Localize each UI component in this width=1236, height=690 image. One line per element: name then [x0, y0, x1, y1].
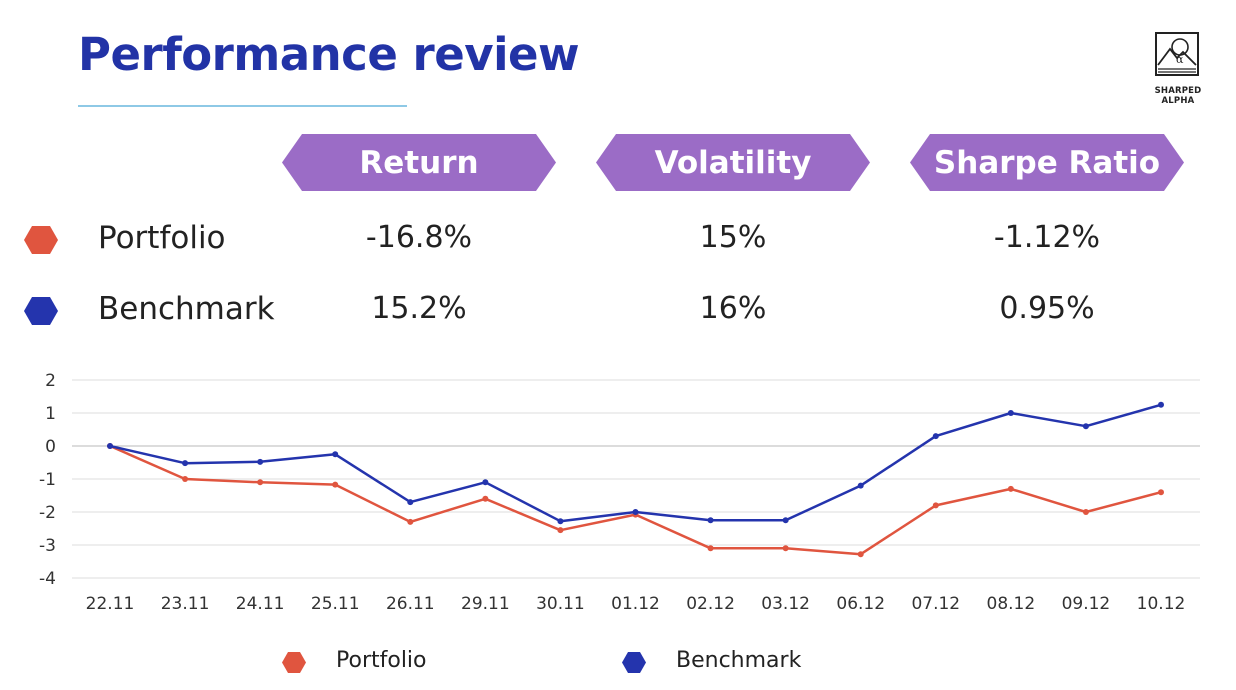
data-point-portfolio	[482, 495, 489, 502]
data-point-portfolio	[932, 502, 939, 509]
y-tick-label: -3	[39, 536, 56, 556]
x-tick-label: 25.11	[311, 594, 360, 614]
benchmark-marker-icon	[24, 297, 58, 325]
data-point-benchmark	[932, 433, 939, 440]
svg-text:α: α	[1176, 53, 1184, 66]
data-point-benchmark	[1007, 410, 1014, 416]
x-tick-label: 10.12	[1137, 594, 1186, 614]
x-tick-label: 07.12	[911, 594, 960, 614]
y-tick-label: 2	[45, 371, 56, 391]
data-point-benchmark	[107, 443, 113, 449]
data-point-portfolio	[707, 545, 714, 552]
benchmark-sharpe-ratio: 0.95%	[999, 291, 1095, 326]
y-tick-label: -2	[39, 503, 56, 523]
legend-benchmark: Benchmark	[622, 646, 882, 678]
sharped-alpha-logo: α SHARPED ALPHA	[1138, 30, 1218, 106]
x-tick-label: 02.12	[686, 594, 735, 614]
data-point-benchmark	[707, 517, 714, 524]
x-tick-label: 24.11	[236, 594, 285, 614]
data-point-portfolio	[857, 551, 864, 558]
legend-portfolio: Portfolio	[282, 646, 542, 678]
series-line-benchmark	[109, 403, 1162, 523]
x-tick-label: 26.11	[386, 594, 435, 614]
data-point-benchmark	[782, 517, 789, 524]
y-tick-label: 1	[45, 404, 56, 424]
legend-portfolio-marker-icon	[282, 652, 306, 673]
page-title: Performance review	[78, 28, 580, 81]
data-point-portfolio	[1158, 489, 1164, 496]
legend-benchmark-marker-icon	[622, 652, 646, 673]
data-point-benchmark	[182, 460, 189, 467]
portfolio-volatility: 15%	[699, 220, 767, 255]
x-tick-label: 23.11	[161, 594, 210, 614]
x-tick-label: 01.12	[611, 594, 660, 614]
data-point-portfolio	[557, 527, 564, 534]
row-label-portfolio: Portfolio	[98, 220, 226, 256]
portfolio-return: -16.8%	[365, 220, 473, 255]
data-point-portfolio	[407, 518, 414, 525]
logo-text: SHARPED ALPHA	[1154, 86, 1202, 106]
data-point-benchmark	[1158, 401, 1164, 408]
x-tick-label: 08.12	[987, 594, 1036, 614]
performance-line-chart: 2 1 0 -1 -2 -3 -4 22.11 23.11 24.11 25.11 26.11 29.1…	[39, 371, 1200, 614]
x-tick-label: 03.12	[761, 594, 810, 614]
data-point-portfolio	[782, 545, 789, 552]
data-point-portfolio	[1082, 509, 1089, 515]
benchmark-volatility: 16%	[699, 291, 767, 326]
portfolio-sharpe-ratio: -1.12%	[993, 220, 1101, 255]
logo-mountain-icon: α	[1155, 32, 1199, 76]
x-tick-label: 06.12	[836, 594, 885, 614]
data-point-portfolio	[1007, 485, 1014, 492]
data-point-benchmark	[632, 509, 639, 515]
y-tick-label: -4	[39, 569, 56, 589]
x-tick-label: 30.11	[536, 594, 585, 614]
portfolio-marker-icon	[24, 226, 58, 254]
data-point-benchmark	[482, 479, 489, 486]
benchmark-return: 15.2%	[371, 291, 467, 326]
header-return: Return	[282, 134, 556, 191]
data-point-benchmark	[257, 458, 264, 465]
data-point-benchmark	[557, 518, 564, 525]
data-point-portfolio	[257, 479, 264, 486]
row-label-benchmark: Benchmark	[98, 291, 275, 327]
x-tick-label: 29.11	[461, 594, 510, 614]
data-point-benchmark	[1082, 423, 1089, 430]
data-point-benchmark	[407, 499, 414, 506]
y-tick-label: -1	[39, 470, 56, 490]
y-tick-label: 0	[45, 437, 56, 457]
data-point-benchmark	[332, 451, 339, 458]
legend-portfolio-label: Portfolio	[336, 648, 427, 673]
header-volatility: Volatility	[596, 134, 870, 191]
data-point-portfolio	[182, 476, 189, 482]
data-point-portfolio	[332, 481, 339, 488]
x-tick-label: 09.12	[1062, 594, 1111, 614]
legend-benchmark-label: Benchmark	[676, 648, 802, 673]
data-point-benchmark	[857, 482, 864, 489]
x-tick-label: 22.11	[86, 594, 135, 614]
title-underline	[78, 105, 407, 107]
header-sharpe-ratio: Sharpe Ratio	[910, 134, 1184, 191]
